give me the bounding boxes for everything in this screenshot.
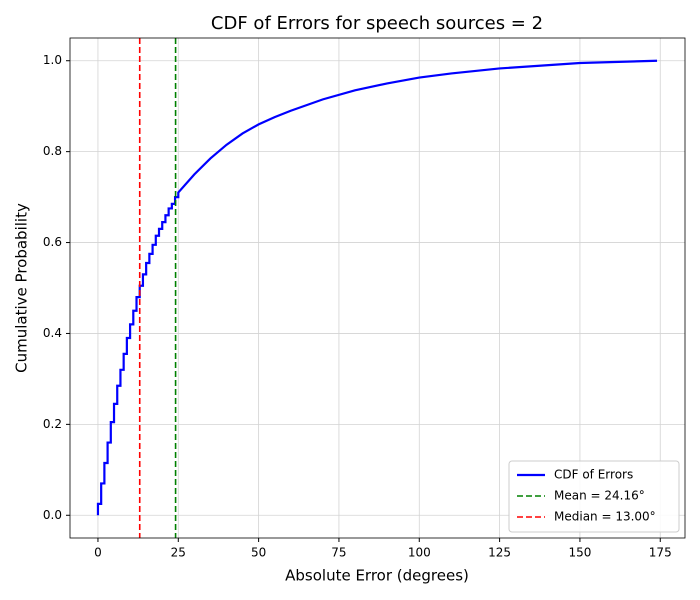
x-tick-label: 75 [331, 546, 346, 560]
y-tick-label: 0.2 [43, 417, 62, 431]
y-axis-label: Cumulative Probability [13, 203, 31, 373]
legend-label: Median = 13.00° [554, 510, 656, 524]
x-tick-label: 150 [568, 546, 591, 560]
x-tick-label: 125 [488, 546, 511, 560]
x-tick-label: 175 [649, 546, 672, 560]
cdf-line [96, 59, 658, 516]
x-tick-label: 100 [408, 546, 431, 560]
y-tick-label: 0.4 [43, 326, 62, 340]
y-tick-label: 1.0 [43, 53, 62, 67]
legend-box [508, 460, 680, 533]
chart-title: CDF of Errors for speech sources = 2 [211, 13, 543, 34]
legend-label: CDF of Errors [554, 468, 633, 482]
y-tick-label: 0.6 [43, 235, 62, 249]
legend-label: Mean = 24.16° [554, 489, 645, 503]
x-tick-label: 0 [94, 546, 102, 560]
axes-frame [69, 37, 686, 539]
x-tick-label: 25 [171, 546, 186, 560]
y-tick-label: 0.8 [43, 144, 62, 158]
x-tick-label: 50 [251, 546, 266, 560]
x-axis-label: Absolute Error (degrees) [285, 567, 469, 585]
y-tick-label: 0.0 [43, 508, 62, 522]
